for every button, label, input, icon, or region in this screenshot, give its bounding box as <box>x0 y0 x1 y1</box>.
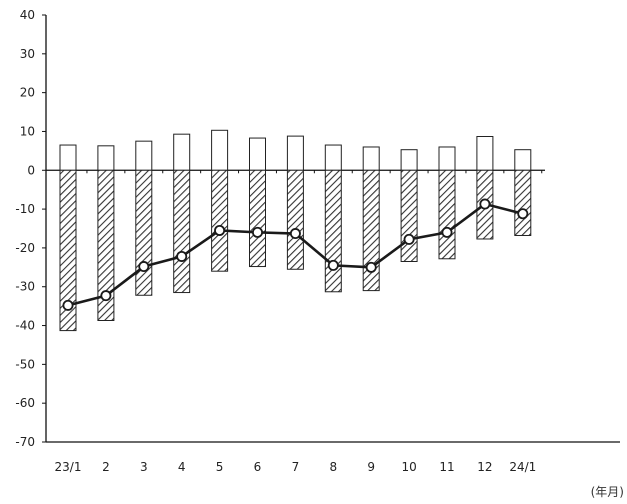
line-marker <box>327 259 339 271</box>
y-tick-label: -70 <box>15 435 35 449</box>
bar-positive <box>400 149 418 171</box>
x-tick-label: 6 <box>254 460 262 474</box>
bar-negative <box>362 169 380 292</box>
y-tick-label: 0 <box>27 163 35 177</box>
y-tick-label: -30 <box>15 280 35 294</box>
x-unit-label: (年月) <box>591 485 624 499</box>
x-tick-label: 5 <box>216 460 224 474</box>
x-tick-label: 12 <box>477 460 492 474</box>
bar-positive <box>59 144 77 171</box>
y-tick-label: -50 <box>15 357 35 371</box>
bar-negative <box>59 169 77 332</box>
y-tick-label: 10 <box>20 124 35 138</box>
bar-positive <box>173 133 191 171</box>
bar-negative <box>211 169 229 272</box>
x-tick-label: 8 <box>329 460 337 474</box>
x-tick-label: 10 <box>401 460 416 474</box>
line-marker <box>214 224 226 236</box>
x-tick-label: 2 <box>102 460 110 474</box>
bar-negative <box>324 169 342 293</box>
bar-negative <box>400 169 418 262</box>
bar-positive <box>97 145 115 171</box>
line-marker <box>517 208 529 220</box>
bar-positive <box>324 144 342 171</box>
line-layer <box>62 198 529 311</box>
line-marker <box>100 290 112 302</box>
bar-negative <box>249 169 266 268</box>
bar-negative <box>514 169 532 236</box>
line-marker <box>251 226 263 238</box>
y-tick-label: -10 <box>15 202 35 216</box>
y-tick-label: 30 <box>20 47 35 61</box>
line-marker <box>365 261 377 273</box>
bar-negative <box>97 169 115 321</box>
x-tick-label: 7 <box>292 460 300 474</box>
line-marker <box>441 226 453 238</box>
y-tick-label: -40 <box>15 319 35 333</box>
bar-positive <box>476 136 494 171</box>
bar-positive <box>211 129 229 171</box>
x-tick-label: 3 <box>140 460 148 474</box>
y-tick-label: 20 <box>20 86 35 100</box>
bar-negative <box>173 169 191 294</box>
x-tick-label: 24/1 <box>509 460 536 474</box>
x-tick-label: 11 <box>439 460 454 474</box>
bar-positive <box>286 135 304 171</box>
y-tick-label: -20 <box>15 241 35 255</box>
line-marker <box>62 299 74 311</box>
bar-positive <box>249 137 266 171</box>
x-tick-label: 4 <box>178 460 186 474</box>
x-tick-label: 23/1 <box>55 460 82 474</box>
labels-layer: 40 30 20 10 0 -10 -20 -30 -40 -50 -60 -70 23/1 2 3 4 5 6 7… <box>15 8 536 474</box>
bar-positive <box>362 146 380 171</box>
y-tick-label: 40 <box>20 8 35 22</box>
y-tick-label: -60 <box>15 396 35 410</box>
bar-negative <box>135 169 153 296</box>
bar-positive <box>514 149 532 171</box>
x-tick-label: 9 <box>367 460 375 474</box>
line-marker <box>479 198 491 210</box>
bar-positive <box>135 140 153 171</box>
bar-negative <box>438 169 456 260</box>
line-marker <box>176 250 188 262</box>
line-marker <box>403 233 415 245</box>
bar-negative <box>286 169 304 270</box>
line-marker <box>138 261 150 273</box>
line-marker <box>289 228 301 240</box>
bar-positive <box>438 146 456 171</box>
